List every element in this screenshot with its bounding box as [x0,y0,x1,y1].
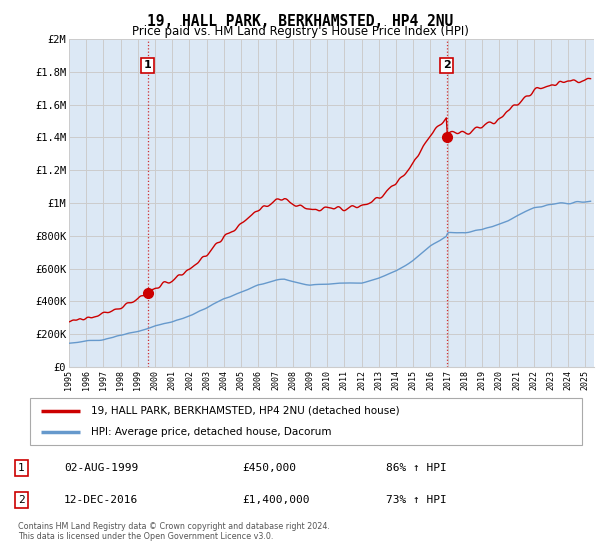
Text: £1,400,000: £1,400,000 [242,495,310,505]
Text: 12-DEC-2016: 12-DEC-2016 [64,495,138,505]
Text: 73% ↑ HPI: 73% ↑ HPI [386,495,447,505]
Text: 86% ↑ HPI: 86% ↑ HPI [386,463,447,473]
Text: 2: 2 [18,495,25,505]
Text: HPI: Average price, detached house, Dacorum: HPI: Average price, detached house, Daco… [91,427,331,437]
Text: 02-AUG-1999: 02-AUG-1999 [64,463,138,473]
Text: £450,000: £450,000 [242,463,296,473]
FancyBboxPatch shape [30,398,582,445]
Text: 2: 2 [443,60,451,71]
Text: Contains HM Land Registry data © Crown copyright and database right 2024.
This d: Contains HM Land Registry data © Crown c… [18,522,330,542]
Text: 19, HALL PARK, BERKHAMSTED, HP4 2NU (detached house): 19, HALL PARK, BERKHAMSTED, HP4 2NU (det… [91,406,400,416]
Text: Price paid vs. HM Land Registry's House Price Index (HPI): Price paid vs. HM Land Registry's House … [131,25,469,38]
Text: 1: 1 [144,60,152,71]
Text: 1: 1 [18,463,25,473]
Text: 19, HALL PARK, BERKHAMSTED, HP4 2NU: 19, HALL PARK, BERKHAMSTED, HP4 2NU [147,14,453,29]
